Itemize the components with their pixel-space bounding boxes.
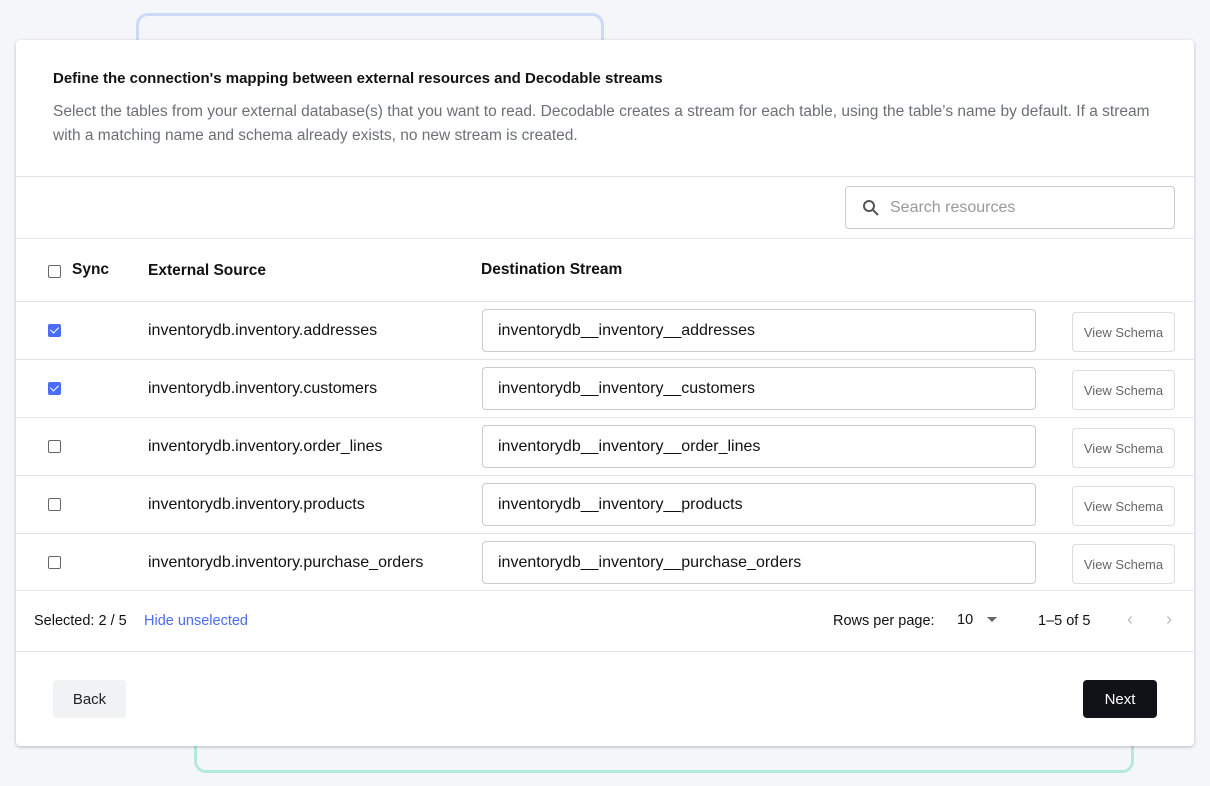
- next-page-icon[interactable]: ›: [1166, 609, 1172, 629]
- table-row: inventorydb.inventory.customers View Sch…: [16, 359, 1194, 417]
- destination-stream-input[interactable]: [482, 367, 1036, 410]
- table-row: inventorydb.inventory.purchase_orders Vi…: [16, 533, 1194, 591]
- divider: [16, 651, 1194, 652]
- sync-checkbox[interactable]: [48, 324, 61, 337]
- next-button[interactable]: Next: [1083, 680, 1157, 718]
- external-source: inventorydb.inventory.addresses: [148, 322, 378, 339]
- destination-stream-input[interactable]: [482, 541, 1036, 584]
- table-row: inventorydb.inventory.products View Sche…: [16, 475, 1194, 533]
- view-schema-button[interactable]: View Schema: [1072, 312, 1175, 352]
- external-source: inventorydb.inventory.customers: [148, 380, 378, 397]
- divider: [16, 590, 1194, 591]
- destination-stream-input[interactable]: [482, 483, 1036, 526]
- search-box[interactable]: [845, 186, 1175, 229]
- select-all-checkbox[interactable]: [48, 265, 61, 278]
- column-header-sync: Sync: [72, 261, 110, 278]
- mapping-card: Define the connection's mapping between …: [16, 40, 1194, 746]
- sync-checkbox[interactable]: [48, 382, 61, 395]
- view-schema-button[interactable]: View Schema: [1072, 544, 1175, 584]
- rows-per-page-select[interactable]: 10: [957, 612, 998, 628]
- view-schema-button[interactable]: View Schema: [1072, 370, 1175, 410]
- divider: [16, 238, 1194, 239]
- pagination-range: 1–5 of 5: [1038, 613, 1091, 629]
- sync-checkbox[interactable]: [48, 556, 61, 569]
- external-source: inventorydb.inventory.order_lines: [148, 438, 383, 455]
- selected-count: Selected: 2 / 5: [34, 613, 127, 629]
- view-schema-button[interactable]: View Schema: [1072, 428, 1175, 468]
- sync-checkbox[interactable]: [48, 498, 61, 511]
- column-header-source: External Source: [148, 262, 267, 279]
- divider: [16, 176, 1194, 177]
- page-description: Select the tables from your external dat…: [53, 103, 1150, 144]
- dropdown-caret-icon: [987, 617, 998, 627]
- search-icon: [863, 199, 879, 216]
- hide-unselected-link[interactable]: Hide unselected: [144, 613, 248, 629]
- external-source: inventorydb.inventory.purchase_orders: [148, 554, 424, 571]
- destination-stream-input[interactable]: [482, 309, 1036, 352]
- page-title: Define the connection's mapping between …: [53, 70, 663, 87]
- column-header-destination: Destination Stream: [481, 261, 623, 278]
- external-source: inventorydb.inventory.products: [148, 496, 365, 513]
- view-schema-button[interactable]: View Schema: [1072, 486, 1175, 526]
- sync-checkbox[interactable]: [48, 440, 61, 453]
- table-row: inventorydb.inventory.order_lines View S…: [16, 417, 1194, 475]
- rows-per-page-label: Rows per page:: [833, 613, 935, 629]
- search-input[interactable]: [890, 198, 1150, 217]
- rows-per-page-value: 10: [957, 612, 974, 628]
- table-row: inventorydb.inventory.addresses View Sch…: [16, 301, 1194, 359]
- destination-stream-input[interactable]: [482, 425, 1036, 468]
- back-button[interactable]: Back: [53, 680, 126, 718]
- previous-page-icon[interactable]: ‹: [1127, 609, 1133, 629]
